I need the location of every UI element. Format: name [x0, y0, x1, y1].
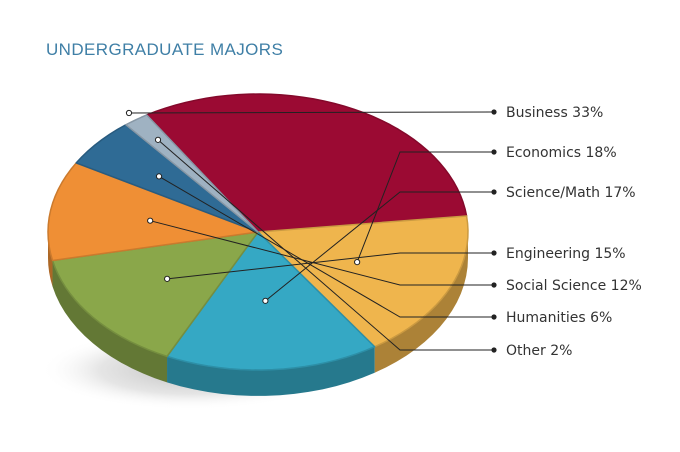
pie-side-engineering — [52, 260, 168, 383]
leader-line-engineering — [167, 252, 494, 280]
leader-end-dot-economics — [491, 149, 497, 155]
leader-line-other — [157, 139, 494, 351]
pie-slice-economics[interactable] — [257, 215, 469, 348]
slice-label-social-science: Social Science 12% — [506, 278, 642, 294]
leader-start-dot-social-science — [147, 217, 154, 224]
leader-start-dot-science-math — [262, 297, 269, 304]
slice-label-economics: Economics 18% — [506, 145, 617, 161]
leader-end-dot-humanities — [491, 314, 497, 320]
leader-line-business — [128, 111, 495, 114]
pie-slice-engineering[interactable] — [51, 231, 259, 358]
pie-slice-business[interactable] — [145, 93, 468, 233]
leader-start-dot-business — [125, 109, 133, 117]
leader-end-dot-business — [491, 109, 497, 115]
pie-side-social-science — [48, 232, 53, 287]
leader-end-dot-science-math — [491, 189, 497, 195]
pie-leaders: Business 33% Economics 18% Science/Math 17… — [125, 105, 642, 359]
leader-end-dot-other — [491, 347, 497, 353]
pie-side-economics — [374, 232, 468, 373]
slice-label-engineering: Engineering 15% — [506, 246, 626, 262]
pie-slice-humanities[interactable] — [75, 123, 259, 233]
leader-start-dot-economics — [354, 258, 361, 266]
leader-start-dot-humanities — [155, 173, 163, 180]
pie-sides — [48, 232, 468, 396]
pie-tops — [47, 93, 469, 371]
leader-line-social-science — [150, 220, 494, 286]
pie-slice-other[interactable] — [125, 114, 259, 233]
slice-label-business: Business 33% — [506, 105, 603, 121]
pie-side-science-math — [167, 346, 375, 396]
pie-slice-science-math[interactable] — [166, 231, 376, 371]
slice-label-other: Other 2% — [506, 343, 572, 359]
leader-line-humanities — [158, 175, 494, 318]
leader-start-dot-other — [154, 136, 162, 143]
leader-line-economics — [356, 151, 494, 263]
slice-label-humanities: Humanities 6% — [506, 310, 612, 326]
leader-end-dot-social-science — [491, 282, 497, 288]
pie-slice-social-science[interactable] — [47, 162, 259, 262]
chart-title: UNDERGRADUATE MAJORS — [46, 40, 284, 59]
leader-start-dot-engineering — [164, 275, 171, 282]
leader-end-dot-engineering — [491, 250, 497, 256]
slice-label-science-math: Science/Math 17% — [506, 185, 636, 201]
